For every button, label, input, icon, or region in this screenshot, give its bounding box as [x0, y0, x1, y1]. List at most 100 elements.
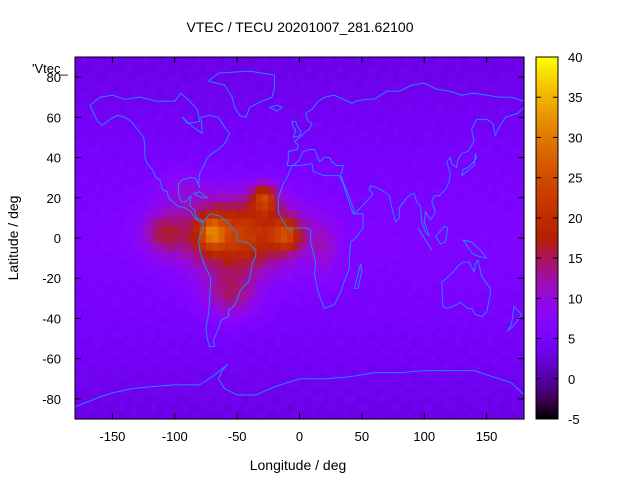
heatmap-cell — [137, 354, 145, 364]
heatmap-cell — [156, 346, 163, 356]
heatmap-cell — [442, 282, 450, 291]
heatmap-cell — [243, 370, 251, 380]
heatmap-cell — [430, 201, 438, 211]
heatmap-cell — [311, 250, 319, 259]
heatmap-cell — [106, 169, 114, 179]
heatmap-cell — [424, 394, 432, 404]
heatmap-cell — [467, 121, 475, 130]
heatmap-cell — [243, 217, 251, 227]
heatmap-cell — [461, 153, 469, 163]
heatmap-cell — [156, 386, 163, 396]
heatmap-cell — [399, 282, 407, 291]
heatmap-cell — [181, 394, 188, 404]
heatmap-cell — [299, 394, 307, 404]
heatmap-cell — [187, 81, 195, 90]
heatmap-cell — [336, 121, 344, 130]
heatmap-cell — [355, 217, 363, 227]
heatmap-cell — [75, 137, 82, 147]
heatmap-cell — [318, 209, 326, 219]
heatmap-cell — [417, 362, 425, 372]
heatmap-cell — [187, 129, 195, 139]
heatmap-cell — [149, 65, 157, 74]
heatmap-cell — [174, 242, 182, 251]
heatmap-cell — [480, 402, 488, 412]
heatmap-cell — [311, 233, 319, 243]
heatmap-cell — [193, 354, 201, 364]
heatmap-cell — [411, 177, 419, 187]
heatmap-cell — [486, 322, 494, 332]
heatmap-cell — [480, 233, 488, 243]
heatmap-cell — [517, 225, 525, 235]
heatmap-cell — [374, 217, 382, 227]
heatmap-cell — [305, 97, 313, 106]
heatmap-cell — [361, 266, 369, 275]
heatmap-cell — [124, 386, 132, 396]
heatmap-cell — [436, 346, 444, 356]
heatmap-cell — [268, 370, 276, 380]
heatmap-cell — [181, 266, 188, 275]
heatmap-cell — [461, 314, 469, 324]
heatmap-cell — [442, 314, 450, 324]
heatmap-cell — [318, 89, 326, 98]
heatmap-cell — [212, 177, 220, 187]
heatmap-cell — [137, 274, 145, 283]
heatmap-cell — [156, 81, 163, 90]
heatmap-cell — [168, 338, 176, 348]
heatmap-cell — [486, 201, 494, 211]
heatmap-cell — [268, 362, 276, 372]
heatmap-cell — [143, 378, 151, 388]
heatmap-cell — [343, 153, 350, 163]
heatmap-cell — [237, 386, 244, 396]
heatmap-cell — [424, 177, 432, 187]
heatmap-cell — [380, 233, 388, 243]
heatmap-cell — [511, 330, 519, 340]
heatmap-cell — [399, 73, 407, 82]
heatmap-cell — [99, 322, 107, 332]
heatmap-cell — [93, 169, 101, 179]
heatmap-cell — [517, 306, 525, 316]
heatmap-cell — [249, 161, 257, 171]
heatmap-cell — [355, 201, 363, 211]
heatmap-cell — [380, 266, 388, 275]
y-axis-label: Latitude / deg — [5, 196, 21, 281]
heatmap-cell — [131, 402, 138, 412]
heatmap-cell — [212, 354, 220, 364]
heatmap-cell — [499, 282, 506, 291]
heatmap-cell — [237, 322, 244, 332]
heatmap-cell — [106, 394, 114, 404]
heatmap-cell — [75, 258, 82, 267]
heatmap-cell — [87, 330, 95, 340]
heatmap-cell — [368, 330, 375, 340]
heatmap-cell — [87, 322, 95, 332]
heatmap-cell — [386, 274, 394, 283]
heatmap-cell — [399, 105, 407, 114]
heatmap-cell — [75, 121, 82, 130]
heatmap-cell — [255, 105, 263, 114]
heatmap-cell — [168, 362, 176, 372]
heatmap-cell — [355, 169, 363, 179]
heatmap-cell — [474, 410, 481, 420]
heatmap-cell — [230, 378, 238, 388]
heatmap-cell — [87, 258, 95, 267]
heatmap-cell — [274, 250, 282, 259]
heatmap-cell — [262, 161, 269, 171]
heatmap-cell — [106, 73, 114, 82]
heatmap-cell — [517, 282, 525, 291]
heatmap-cell — [393, 362, 400, 372]
heatmap-cell — [224, 105, 232, 114]
heatmap-cell — [168, 89, 176, 98]
heatmap-cell — [162, 233, 170, 243]
heatmap-cell — [442, 73, 450, 82]
heatmap-cell — [137, 378, 145, 388]
heatmap-cell — [305, 121, 313, 130]
heatmap-cell — [293, 354, 301, 364]
heatmap-cell — [417, 410, 425, 420]
heatmap-cell — [106, 81, 114, 90]
heatmap-cell — [430, 193, 438, 203]
heatmap-cell — [393, 314, 400, 324]
heatmap-cell — [262, 250, 269, 259]
heatmap-cell — [361, 121, 369, 130]
y-tick-label: -60 — [42, 352, 61, 367]
